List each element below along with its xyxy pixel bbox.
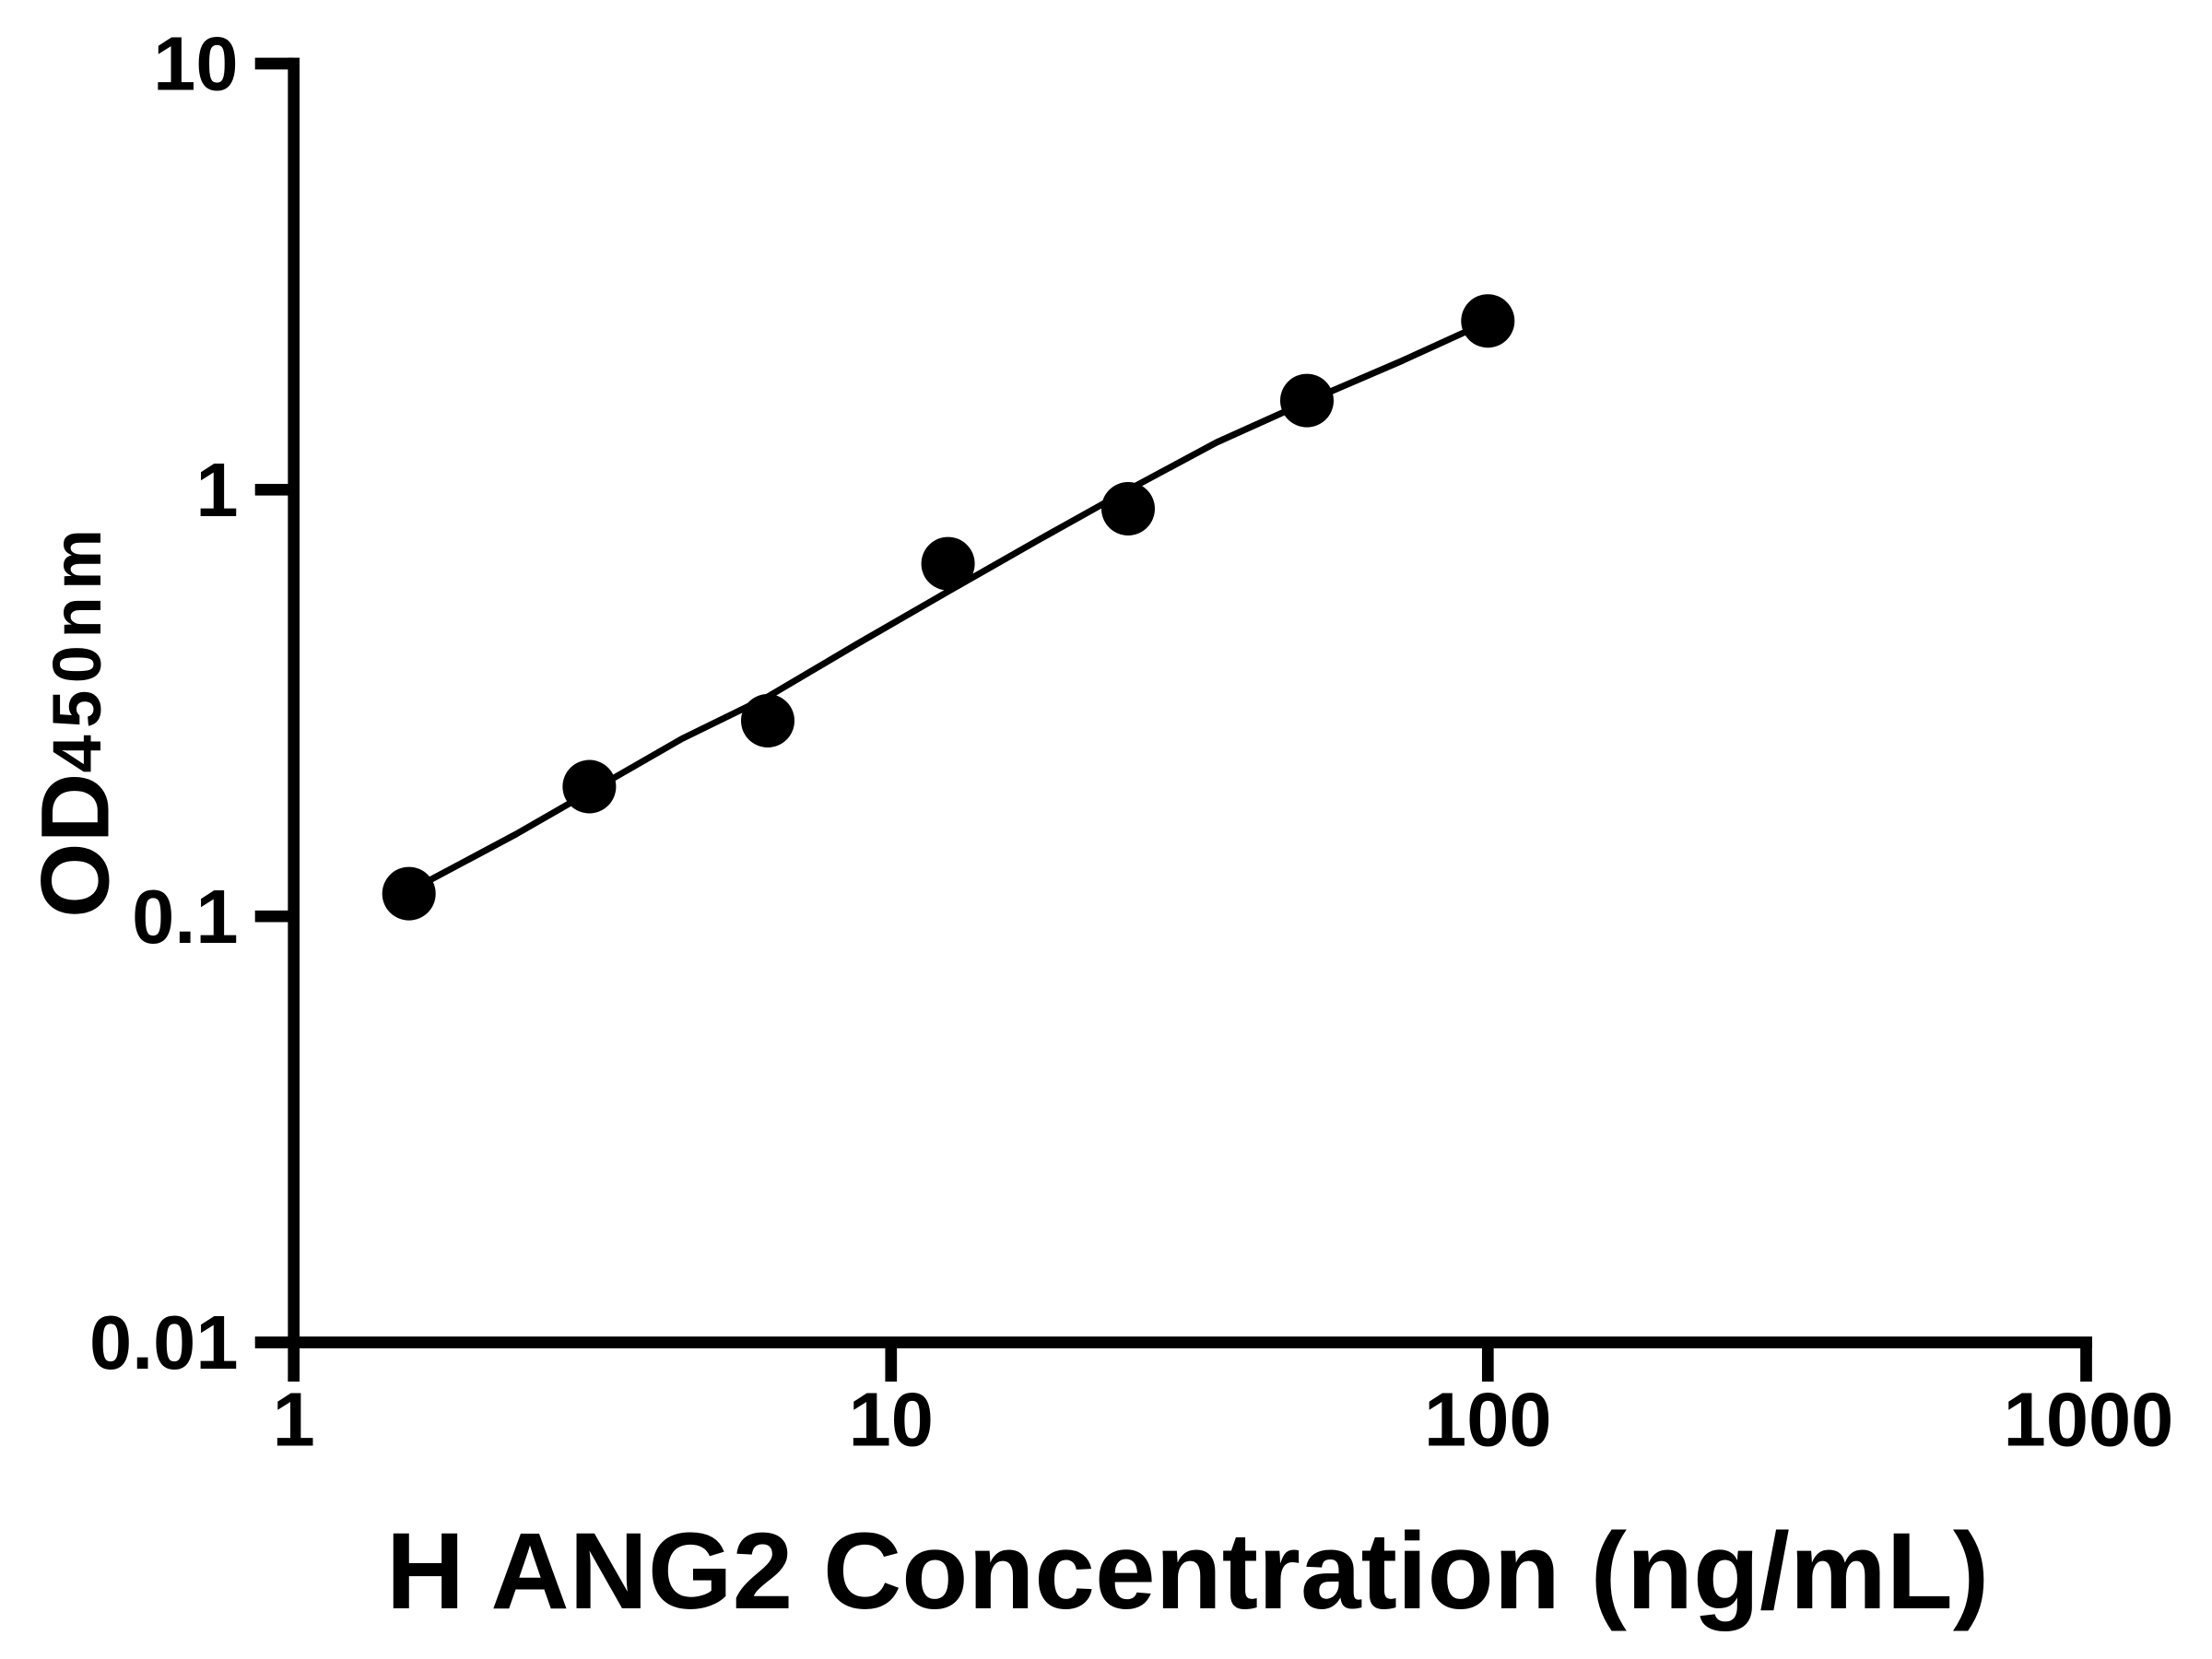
svg-text:1: 1 bbox=[273, 1377, 315, 1463]
svg-text:10: 10 bbox=[849, 1377, 934, 1463]
svg-text:100: 100 bbox=[1424, 1377, 1551, 1463]
svg-text:1000: 1000 bbox=[2004, 1377, 2174, 1463]
svg-text:1: 1 bbox=[195, 447, 238, 533]
svg-text:10: 10 bbox=[153, 21, 238, 107]
svg-text:H ANG2 Concentration (ng/mL): H ANG2 Concentration (ng/mL) bbox=[386, 1511, 1989, 1632]
svg-text:0.1: 0.1 bbox=[132, 874, 238, 959]
svg-text:0.01: 0.01 bbox=[89, 1300, 239, 1385]
svg-text:OD450nm: OD450nm bbox=[22, 523, 130, 918]
